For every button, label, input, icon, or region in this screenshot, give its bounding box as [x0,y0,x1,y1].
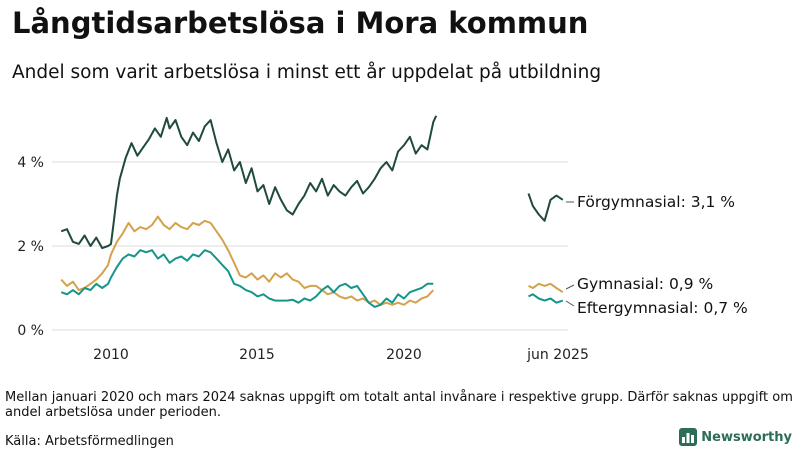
y-tick-label-4: 4 % [17,155,44,171]
source-credit: Källa: Arbetsförmedlingen [5,434,174,449]
chart-title: Långtidsarbetslösa i Mora kommun [12,6,589,40]
series-line-eftergymnasial-2024-2025 [528,293,564,304]
x-axis: 2010 2015 2020 jun 2025 [93,347,589,363]
y-tick-label-0: 0 % [17,323,44,339]
leader-line-gymnasial [565,284,575,290]
brand-name: Newsworthy [701,429,792,445]
series-line-forgymnasial-2024-2025 [527,193,564,222]
y-tick-label-2: 2 % [17,239,44,255]
chart-subtitle: Andel som varit arbetslösa i minst ett å… [12,62,602,83]
series-line-gymnasial-2024-2025 [528,282,564,294]
y-axis: 0 % 2 % 4 % [17,155,44,339]
series-line-forgymnasial-2008-2021 [60,115,438,250]
brand-logo: Newsworthy [679,427,792,447]
footnote: Mellan januari 2020 och mars 2024 saknas… [5,390,793,420]
x-tick-label-2010: 2010 [93,347,129,363]
series-line-eftergymnasial-2008-2021 [60,249,434,308]
series-end-labels: Förgymnasial: 3,1 % Gymnasial: 0,9 % Eft… [565,193,748,317]
x-tick-label-2020: 2020 [386,347,422,363]
x-tick-label-2015: 2015 [239,347,275,363]
line-chart: 0 % 2 % 4 % 2010 2015 2020 jun 2025 Förg… [17,115,748,363]
leader-line-eftergymnasial [565,300,575,307]
grid-lines [52,161,568,331]
series-label-gymnasial: Gymnasial: 0,9 % [577,275,713,293]
series-lines [60,115,564,308]
x-tick-label-jun-2025: jun 2025 [526,347,589,363]
series-label-eftergymnasial: Eftergymnasial: 0,7 % [577,299,748,317]
series-label-forgymnasial: Förgymnasial: 3,1 % [577,193,735,211]
series-line-gymnasial-2008-2021 [60,215,435,306]
bar-chart-logo-icon [679,428,698,446]
